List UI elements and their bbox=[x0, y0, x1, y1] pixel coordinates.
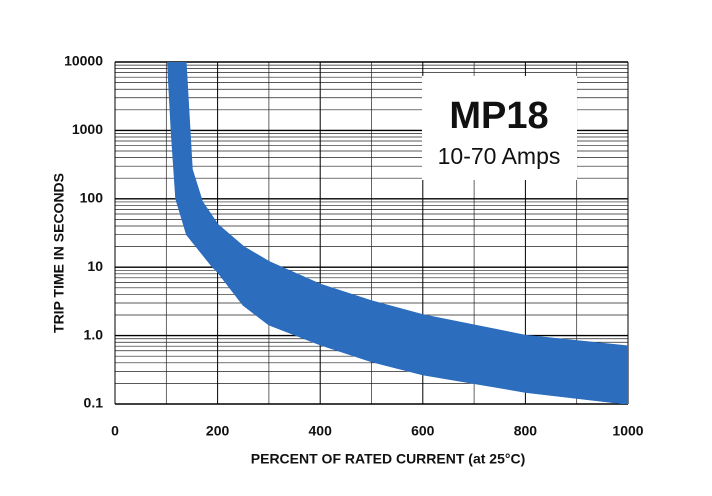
x-tick-label: 0 bbox=[111, 423, 119, 439]
y-tick-label: 1000 bbox=[72, 121, 103, 137]
y-axis-title: TRIP TIME IN SECONDS bbox=[51, 173, 67, 333]
x-tick-label: 600 bbox=[411, 423, 435, 439]
chart-subtitle: 10-70 Amps bbox=[438, 143, 561, 169]
x-tick-label: 1000 bbox=[612, 423, 643, 439]
band-layer bbox=[167, 62, 628, 404]
band-edge bbox=[185, 62, 628, 347]
y-tick-label: 0.1 bbox=[84, 395, 104, 411]
grid bbox=[114, 61, 629, 405]
x-tick-label: 400 bbox=[309, 423, 333, 439]
band-edge bbox=[167, 62, 628, 404]
title-box bbox=[422, 76, 577, 180]
chart-title: MP18 bbox=[449, 95, 548, 137]
y-tick-label: 10000 bbox=[64, 53, 103, 69]
x-tick-label: 800 bbox=[514, 423, 538, 439]
y-tick-label: 1.0 bbox=[84, 326, 104, 342]
y-tick-label: 100 bbox=[80, 190, 104, 206]
x-tick-label: 200 bbox=[206, 423, 230, 439]
y-tick-label: 10 bbox=[87, 258, 103, 274]
x-axis-title: PERCENT OF RATED CURRENT (at 25°C) bbox=[251, 451, 525, 467]
